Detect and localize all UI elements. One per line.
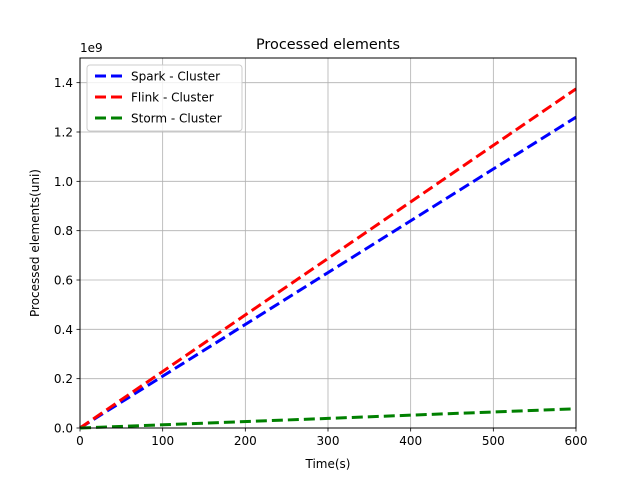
x-axis-label: Time(s) xyxy=(305,457,351,471)
y-tick-label: 0.2 xyxy=(54,372,73,386)
y-axis-label: Processed elements(uni) xyxy=(28,169,42,317)
chart-title: Processed elements xyxy=(256,37,400,53)
x-tick-label: 200 xyxy=(234,434,257,448)
y-tick-label: 0.6 xyxy=(54,274,73,288)
x-tick-label: 100 xyxy=(151,434,174,448)
y-tick-label: 0.4 xyxy=(54,323,73,337)
x-tick-label: 400 xyxy=(399,434,422,448)
series-line-2 xyxy=(79,407,577,430)
x-tick-label: 300 xyxy=(317,434,340,448)
legend-label: Spark - Cluster xyxy=(131,70,220,84)
series-line-0 xyxy=(79,115,577,430)
x-tick-label: 500 xyxy=(482,434,505,448)
series-lines xyxy=(79,87,577,430)
grid xyxy=(79,58,577,429)
legend: Spark - Cluster Flink - Cluster Storm - Cl… xyxy=(86,64,243,132)
legend-frame xyxy=(86,64,243,132)
ticks: 0 100 200 300 400 500 600 0.0 0.2 0.4 0.6 0.8 1.0 1.2… xyxy=(54,76,588,448)
x-tick-label: 600 xyxy=(565,434,588,448)
legend-label: Storm - Cluster xyxy=(131,112,222,126)
y-tick-label: 1.0 xyxy=(54,175,73,189)
series-line-1 xyxy=(79,87,577,430)
plot-area-frame xyxy=(79,57,577,429)
y-tick-label: 1.2 xyxy=(54,126,73,140)
y-tick-label: 0.8 xyxy=(54,224,73,238)
y-offset-label: 1e9 xyxy=(80,41,103,55)
y-tick-label: 1.4 xyxy=(54,76,73,90)
x-tick-label: 0 xyxy=(76,434,84,448)
legend-label: Flink - Cluster xyxy=(131,91,214,105)
y-tick-label: 0.0 xyxy=(54,422,73,436)
